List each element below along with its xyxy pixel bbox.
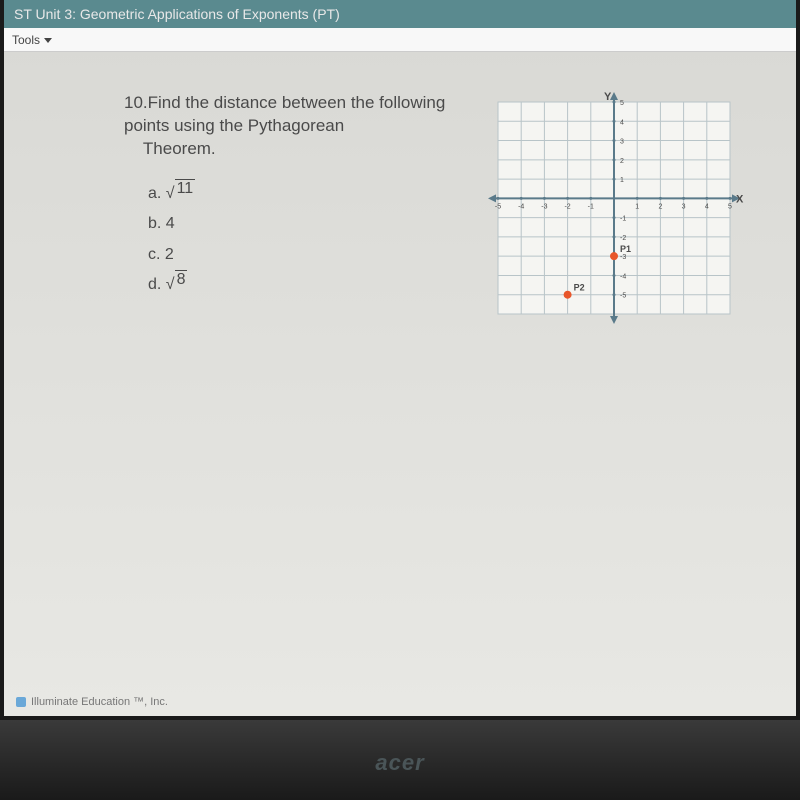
- question-content-area: 10.Find the distance between the followi…: [4, 52, 796, 686]
- svg-text:Y: Y: [604, 91, 612, 103]
- svg-text:-4: -4: [620, 273, 626, 280]
- svg-text:3: 3: [682, 203, 686, 210]
- svg-text:P1: P1: [620, 244, 631, 254]
- option-a[interactable]: a. √11: [148, 179, 464, 209]
- svg-text:5: 5: [620, 100, 624, 107]
- question-line1: Find the distance between the following …: [124, 93, 445, 135]
- svg-text:-5: -5: [620, 293, 626, 300]
- screen-viewport: ST Unit 3: Geometric Applications of Exp…: [0, 0, 800, 720]
- option-d-prefix: d.: [148, 276, 166, 293]
- svg-text:-2: -2: [620, 235, 626, 242]
- assessment-title-bar: ST Unit 3: Geometric Applications of Exp…: [4, 0, 796, 28]
- footer-text: Illuminate Education ™, Inc.: [31, 696, 168, 708]
- svg-text:-5: -5: [495, 203, 501, 210]
- sqrt-icon: √8: [166, 270, 188, 300]
- svg-text:-2: -2: [564, 203, 570, 210]
- tools-label: Tools: [12, 33, 40, 47]
- tools-toolbar: Tools: [4, 28, 796, 52]
- graph-column: -5-4-3-2-112345-5-4-3-2-112345XYP1P2: [484, 88, 744, 333]
- svg-text:X: X: [736, 193, 744, 205]
- option-c[interactable]: c. 2: [148, 240, 464, 270]
- answer-options: a. √11 b. 4 c. 2 d. √8: [148, 179, 464, 301]
- sqrt-icon: √11: [166, 179, 195, 209]
- question-row: 10.Find the distance between the followi…: [124, 92, 776, 333]
- svg-text:3: 3: [620, 139, 624, 146]
- svg-text:4: 4: [705, 203, 709, 210]
- option-a-prefix: a.: [148, 185, 166, 202]
- question-line2: Theorem.: [143, 139, 216, 158]
- svg-text:4: 4: [620, 119, 624, 126]
- svg-text:-4: -4: [518, 203, 524, 210]
- coordinate-graph: -5-4-3-2-112345-5-4-3-2-112345XYP1P2: [484, 88, 744, 328]
- svg-text:2: 2: [658, 203, 662, 210]
- question-text-column: 10.Find the distance between the followi…: [124, 92, 464, 300]
- laptop-chassis: acer: [0, 720, 800, 800]
- option-d-radicand: 8: [175, 270, 188, 289]
- question-prompt: 10.Find the distance between the followi…: [124, 92, 464, 161]
- option-a-radicand: 11: [175, 179, 196, 198]
- svg-text:1: 1: [620, 177, 624, 184]
- svg-text:1: 1: [635, 203, 639, 210]
- footer-logo-icon: [16, 697, 26, 707]
- chevron-down-icon: [44, 38, 52, 43]
- svg-text:2: 2: [620, 158, 624, 165]
- option-d[interactable]: d. √8: [148, 270, 464, 300]
- svg-text:P2: P2: [574, 283, 585, 293]
- assessment-title: ST Unit 3: Geometric Applications of Exp…: [14, 6, 340, 22]
- question-number: 10.: [124, 93, 148, 112]
- svg-text:5: 5: [728, 203, 732, 210]
- option-b[interactable]: b. 4: [148, 209, 464, 239]
- device-brand: acer: [375, 750, 424, 776]
- svg-text:-3: -3: [541, 203, 547, 210]
- svg-text:-1: -1: [620, 216, 626, 223]
- tools-dropdown-button[interactable]: Tools: [12, 33, 52, 47]
- svg-text:-3: -3: [620, 254, 626, 261]
- footer: Illuminate Education ™, Inc.: [16, 696, 168, 708]
- svg-text:-1: -1: [588, 203, 594, 210]
